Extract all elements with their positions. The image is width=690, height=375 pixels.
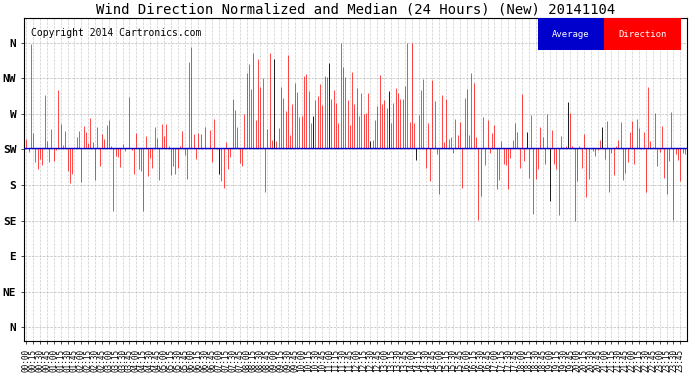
FancyBboxPatch shape — [604, 18, 680, 50]
Text: Average: Average — [552, 30, 590, 39]
Title: Wind Direction Normalized and Median (24 Hours) (New) 20141104: Wind Direction Normalized and Median (24… — [96, 3, 615, 17]
Text: Copyright 2014 Cartronics.com: Copyright 2014 Cartronics.com — [30, 28, 201, 38]
FancyBboxPatch shape — [538, 18, 604, 50]
Text: Direction: Direction — [618, 30, 667, 39]
